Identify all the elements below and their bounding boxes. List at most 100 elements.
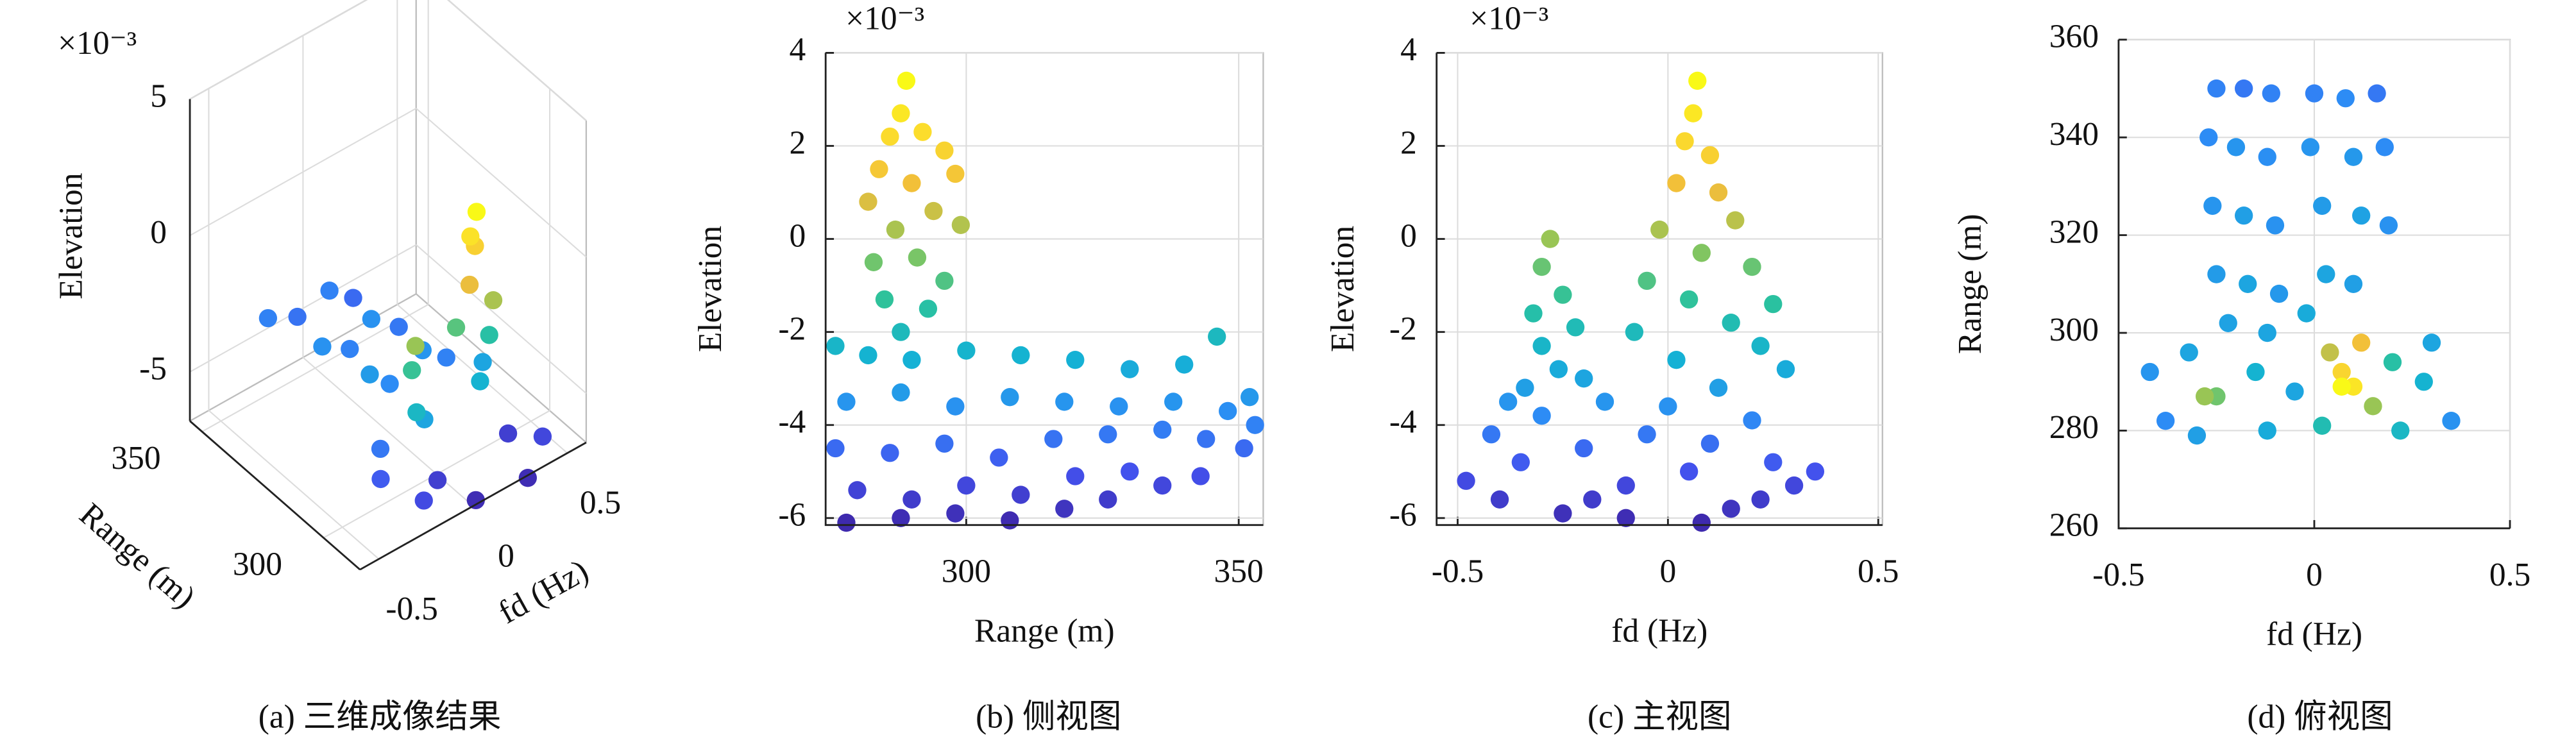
axis-line xyxy=(359,441,587,571)
plot-area xyxy=(1436,52,1883,526)
data-point xyxy=(1044,430,1063,448)
y-tick-label: 280 xyxy=(2049,409,2099,446)
y-tick-label: 0 xyxy=(790,217,806,254)
data-point xyxy=(864,253,883,272)
data-point xyxy=(902,174,921,192)
data-point xyxy=(2375,138,2394,156)
data-point xyxy=(1692,513,1711,532)
data-point xyxy=(1554,504,1572,523)
data-point xyxy=(1751,490,1770,509)
data-point xyxy=(2180,343,2198,362)
data-point xyxy=(2332,377,2351,396)
data-point xyxy=(1066,467,1085,485)
data-point xyxy=(466,491,485,510)
y-tick-label: 2 xyxy=(1400,124,1417,161)
y-axis-label: Range (m) xyxy=(72,496,202,615)
axis-line xyxy=(2117,39,2511,530)
z-axis-label: Elevation xyxy=(53,173,90,299)
data-point xyxy=(313,337,332,356)
data-point xyxy=(2352,206,2371,225)
data-point xyxy=(1219,401,1237,421)
data-point xyxy=(892,509,910,527)
data-point xyxy=(360,365,379,384)
box-edge xyxy=(415,293,587,443)
data-point xyxy=(2313,416,2332,435)
data-point xyxy=(1575,369,1593,388)
data-point xyxy=(1532,407,1551,425)
data-point xyxy=(1457,471,1475,490)
data-point xyxy=(2379,216,2398,235)
y-tick-label: -6 xyxy=(778,497,806,534)
y-tick-label: -4 xyxy=(778,404,806,441)
data-point xyxy=(341,339,359,358)
data-point xyxy=(2207,79,2226,98)
data-point xyxy=(1776,360,1795,378)
data-point xyxy=(437,348,455,367)
data-point xyxy=(935,434,954,453)
data-point xyxy=(406,337,425,355)
x-tick-label: 0 xyxy=(498,537,514,574)
data-point xyxy=(1511,453,1530,471)
x-tick-label: 300 xyxy=(942,553,991,590)
data-point xyxy=(1001,511,1019,530)
data-point xyxy=(1722,500,1740,518)
axis-line xyxy=(1436,53,1883,527)
data-point xyxy=(2344,148,2363,166)
exponent-label: ×10⁻³ xyxy=(845,0,924,37)
data-point xyxy=(1806,462,1825,481)
data-point xyxy=(533,427,552,446)
data-point xyxy=(1625,323,1644,341)
data-point xyxy=(892,104,910,122)
data-point xyxy=(1743,411,1761,430)
y-tick-label: 2 xyxy=(790,124,806,161)
data-point xyxy=(1099,425,1117,444)
y-tick-label: -6 xyxy=(1389,497,1417,534)
data-point xyxy=(2203,196,2222,215)
data-point xyxy=(1175,355,1194,374)
data-point xyxy=(957,476,976,495)
data-point xyxy=(461,227,480,246)
y-tick-label: 340 xyxy=(2049,116,2099,153)
data-point xyxy=(2317,265,2335,283)
data-point xyxy=(1549,360,1568,378)
y-tick-label: 0 xyxy=(1400,217,1417,254)
caption: (c) 主视图 xyxy=(1588,698,1731,735)
data-point xyxy=(446,318,466,337)
data-point xyxy=(2336,89,2355,108)
x-tick-label: 350 xyxy=(1214,553,1264,590)
data-point xyxy=(2140,362,2159,382)
data-point xyxy=(1675,132,1694,151)
data-point xyxy=(1659,397,1677,416)
data-point xyxy=(2285,382,2304,401)
y-axis-label: Elevation xyxy=(692,226,729,352)
data-point xyxy=(881,127,899,146)
z-tick-label: -5 xyxy=(139,351,167,387)
data-point xyxy=(1709,183,1728,202)
data-point xyxy=(935,271,954,291)
data-point xyxy=(2368,84,2386,103)
data-point xyxy=(859,346,877,365)
axis-line xyxy=(824,53,1264,527)
y-tick-label: 260 xyxy=(2049,507,2099,544)
data-point xyxy=(990,448,1008,467)
data-point xyxy=(870,160,888,178)
data-point xyxy=(951,215,970,234)
y-tick-label: 300 xyxy=(233,546,282,583)
data-point xyxy=(2344,274,2363,293)
data-point xyxy=(902,490,921,509)
z-tick-label: 0 xyxy=(150,214,167,251)
data-point xyxy=(2313,196,2332,215)
data-point xyxy=(2207,265,2226,283)
data-point xyxy=(946,504,965,523)
data-point xyxy=(2239,274,2257,293)
data-point xyxy=(2391,421,2410,440)
data-point xyxy=(1482,425,1501,444)
data-point xyxy=(467,203,486,221)
data-point xyxy=(1692,244,1711,262)
data-point xyxy=(414,491,433,510)
data-point xyxy=(892,383,910,402)
data-point xyxy=(2258,421,2276,440)
grid-line xyxy=(208,410,380,560)
data-point xyxy=(2234,79,2253,98)
